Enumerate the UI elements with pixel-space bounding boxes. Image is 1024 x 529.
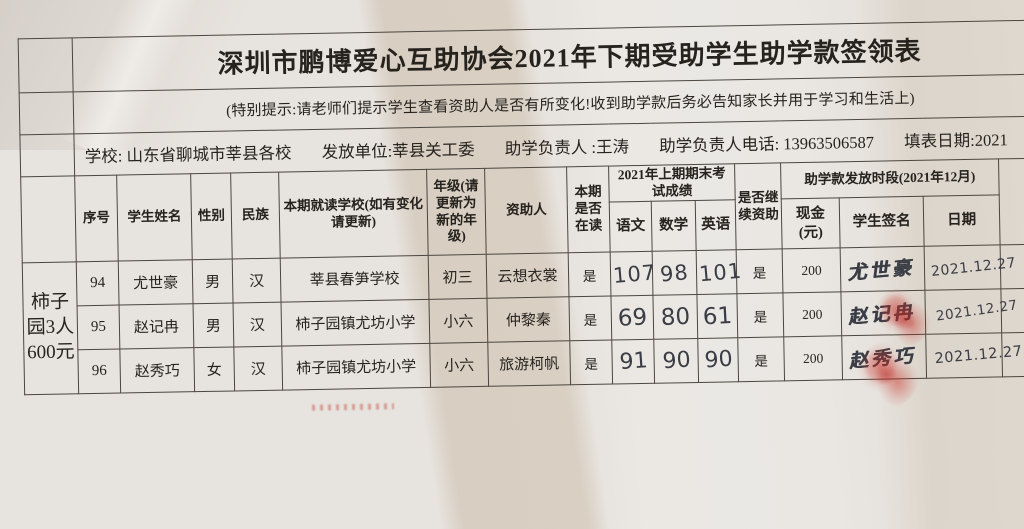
cell-date: 2021.12.27 (924, 288, 1019, 335)
cell-score-math: 90 (653, 338, 699, 384)
cell-grade: 初三 (428, 254, 487, 300)
score-handwriting: 98 (659, 259, 690, 287)
score-handwriting: 91 (618, 348, 649, 376)
cell-cash: 200 (783, 335, 843, 381)
cell-extra (1000, 243, 1024, 289)
header-school: 本期就读学校(如有变化请更新) (278, 169, 429, 259)
cell-continue: 是 (736, 248, 783, 294)
cell-signature: 赵秀巧 (841, 334, 927, 409)
cell-cash: 200 (782, 291, 842, 337)
group-label: 柿子 园3人 600元 (22, 261, 79, 395)
ink-bleed-mark (311, 403, 395, 411)
cell-gender: 男 (192, 258, 234, 304)
cell-seq: 95 (77, 305, 120, 350)
cell-score-chinese: 69 (610, 295, 654, 341)
cell-name: 赵记冉 (119, 303, 194, 350)
header-math: 数学 (651, 200, 697, 252)
cell-continue: 是 (736, 292, 784, 338)
header-grade: 年级(请更新为新的年级) (426, 168, 487, 256)
header-enrolled: 本期是否在读 (566, 166, 611, 253)
cell-date: 2021.12.27 (924, 244, 1017, 291)
header-exam-scores: 2021年上期期末考试成绩 (608, 163, 736, 203)
cell-extra (1001, 331, 1024, 377)
cell-enrolled: 是 (568, 296, 612, 341)
cell-enrolled: 是 (568, 252, 611, 297)
cell-signature: 赵记冉 (840, 286, 932, 348)
score-handwriting: 80 (660, 303, 691, 331)
header-sponsor: 资助人 (484, 166, 569, 255)
header-continue-support: 是否继续资助 (734, 162, 783, 250)
cell-sponsor: 仲黎秦 (486, 296, 570, 343)
cell-ethnicity: 汉 (233, 302, 282, 347)
cell-ethnicity: 汉 (233, 346, 283, 391)
cell-enrolled: 是 (569, 340, 613, 385)
header-gender: 性别 (190, 172, 233, 260)
cell-school: 柿子园镇尤坊小学 (281, 343, 431, 391)
cell-signature: 尤世豪 (840, 246, 925, 292)
grant-sign-table: 深圳市鹏博爱心互助协会2021年下期受助学生助学款签领表 (特别提示:请老师们提… (18, 19, 1024, 409)
issuer-info: 发放单位:莘县关工委 (321, 139, 475, 162)
header-seq: 序号 (74, 175, 119, 262)
cell-score-chinese: 91 (611, 339, 655, 385)
cell-score-math: 80 (652, 294, 698, 340)
cell-sponsor: 旅游柯帆 (487, 340, 571, 387)
manager-info: 助学负责人 :王涛 (504, 136, 630, 158)
cell-sponsor: 云想衣裳 (486, 252, 569, 299)
cell-continue: 是 (737, 336, 785, 382)
corner-cell (18, 37, 74, 93)
header-extra (998, 157, 1024, 245)
score-handwriting: 61 (702, 302, 733, 330)
cell-school: 柿子园镇尤坊小学 (281, 299, 430, 347)
header-payout-period: 助学款发放时段(2021年12月) (780, 158, 1000, 199)
fill-date-info: 填表日期:2021 (903, 129, 1008, 151)
corner-cell (19, 91, 74, 135)
signature-handwriting: 赵秀巧 (849, 344, 919, 373)
score-handwriting: 90 (703, 346, 733, 374)
cell-score-english: 90 (697, 337, 739, 383)
cell-extra (1000, 287, 1024, 333)
cell-seq: 94 (76, 261, 120, 306)
cell-school: 莘县春笋学校 (280, 255, 429, 303)
cell-gender: 女 (193, 346, 235, 392)
header-english: 英语 (695, 199, 737, 251)
signature-handwriting: 尤世豪 (847, 256, 918, 285)
cell-grade: 小六 (428, 298, 488, 344)
header-ethnicity: 民族 (230, 172, 281, 259)
score-handwriting: 69 (617, 303, 648, 332)
signature-handwriting: 赵记冉 (848, 300, 918, 329)
form-sheet: 深圳市鹏博爱心互助协会2021年下期受助学生助学款签领表 (特别提示:请老师们提… (18, 18, 1024, 409)
cell-name: 尤世豪 (118, 259, 194, 306)
cell-score-chinese: 107 (610, 251, 657, 297)
cell-name: 赵秀巧 (119, 347, 195, 394)
cell-ethnicity: 汉 (232, 258, 282, 303)
cell-date: 2021.12.27 (925, 332, 1023, 379)
cell-score-math: 98 (652, 250, 697, 296)
cell-score-english: 101 (696, 249, 743, 295)
group-header-cell (20, 175, 77, 263)
header-chinese: 语文 (609, 201, 653, 253)
cell-score-english: 61 (696, 293, 738, 339)
score-handwriting: 107 (612, 259, 658, 288)
phone-info: 助学负责人电话: 13963506587 (658, 132, 875, 156)
header-cash: 现金(元) (781, 197, 841, 249)
header-date: 日期 (923, 194, 1001, 247)
header-name: 学生姓名 (116, 173, 193, 262)
score-handwriting: 90 (661, 347, 692, 375)
corner-cell (19, 133, 75, 177)
cell-gender: 男 (193, 302, 234, 348)
cell-grade: 小六 (429, 342, 489, 388)
school-info: 学校: 山东省聊城市莘县各校 (84, 142, 292, 166)
header-signature: 学生签名 (839, 196, 925, 248)
cell-seq: 96 (77, 349, 121, 394)
cell-cash: 200 (782, 247, 841, 293)
